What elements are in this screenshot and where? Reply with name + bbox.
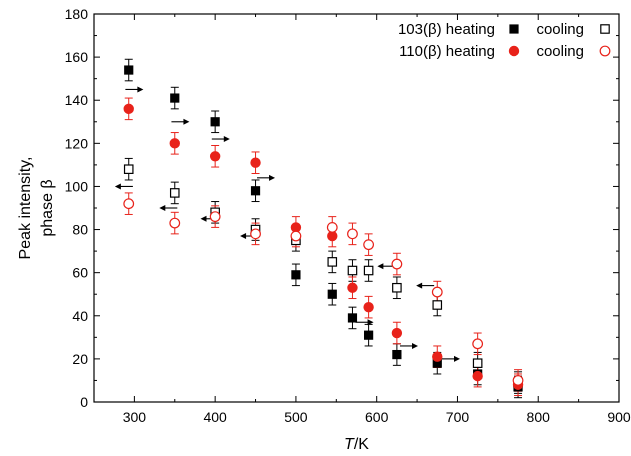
arrow-head [159, 205, 166, 211]
x-tick-label: 800 [527, 409, 551, 425]
x-tick-label: 900 [607, 409, 631, 425]
legend-marker-cooling-1 [599, 45, 611, 57]
legend-marker-heating-1 [508, 45, 520, 57]
annotation-arrow-right [257, 174, 276, 181]
data-point-series-2 [123, 103, 134, 115]
data-point-series-0 [327, 289, 337, 299]
data-point-series-1 [472, 358, 483, 368]
data-point-series-2 [169, 138, 180, 149]
arrow-head [223, 136, 230, 143]
annotation-arrow-left [114, 183, 133, 190]
data-point-series-1 [432, 300, 443, 310]
data-point-series-3 [250, 228, 261, 240]
annotation-arrows [114, 86, 460, 362]
data-point-series-2 [432, 351, 443, 362]
data-point-series-0 [291, 270, 301, 280]
data-point-series-3 [431, 286, 443, 298]
arrow-head [137, 86, 144, 93]
y-tick-label: 100 [65, 178, 89, 194]
data-point-series-2 [250, 157, 261, 168]
legend-marker-heating-0 [509, 24, 519, 34]
data-point-series-3 [347, 228, 358, 240]
x-tick-label: 300 [123, 409, 147, 425]
legend-label-103-heating: 103(β) heating [398, 21, 495, 38]
data-point-series-3 [290, 230, 302, 242]
x-axis-title: T/K [344, 436, 369, 453]
x-tick-label: 700 [446, 409, 470, 425]
data-point-series-3 [391, 258, 403, 270]
axis-ticks: 300 400 500 600 700 800 900 0 20 40 60 80 100 120 140 1… [65, 6, 631, 425]
error-bars [124, 58, 523, 399]
y-tick-label: 180 [65, 6, 89, 22]
legend-label-103-cooling: cooling [536, 21, 584, 38]
annotation-arrow-left [159, 205, 178, 211]
annotation-arrow-right [400, 342, 418, 349]
x-tick-label: 600 [365, 409, 389, 425]
data-point-series-2 [391, 327, 403, 339]
y-axis-title-line-2: phase β [39, 179, 56, 236]
data-point-series-3 [326, 221, 338, 233]
arrow-head [240, 233, 247, 240]
data-point-series-1 [392, 282, 402, 293]
arrow-head [269, 174, 276, 181]
data-point-series-1 [347, 265, 358, 276]
arrow-head [412, 342, 418, 349]
data-point-series-0 [347, 313, 358, 323]
data-point-series-1 [327, 257, 338, 267]
arrow-head [367, 319, 374, 326]
data-point-series-0 [170, 93, 180, 103]
legend-label-110-cooling: cooling [536, 43, 584, 60]
y-axis-title-line-1: Peak intensity, [17, 157, 34, 260]
data-point-series-1 [123, 164, 134, 174]
plot-frame [93, 13, 620, 403]
y-tick-label: 120 [65, 135, 89, 151]
annotation-arrow-right [171, 118, 190, 125]
data-point-series-1 [169, 188, 180, 198]
data-point-series-3 [169, 217, 181, 229]
data-point-series-0 [392, 349, 402, 360]
arrow-head [200, 215, 207, 222]
data-point-series-0 [210, 117, 220, 127]
data-point-series-3 [512, 375, 524, 386]
data-point-series-1 [363, 265, 374, 276]
data-point-series-3 [209, 211, 221, 223]
x-tick-label: 400 [203, 409, 227, 425]
data-point-series-0 [250, 186, 261, 196]
data-markers [123, 65, 524, 392]
arrow-head [416, 282, 423, 289]
data-point-series-2 [347, 282, 358, 293]
data-point-series-2 [472, 370, 483, 382]
data-point-series-2 [209, 151, 221, 162]
x-axis-title-symbol: T [344, 436, 355, 453]
annotation-arrow-right [355, 319, 374, 326]
y-tick-label: 60 [72, 265, 88, 281]
y-tick-label: 140 [65, 92, 89, 108]
annotation-arrow-right [211, 136, 230, 143]
data-point-series-3 [472, 338, 484, 350]
data-point-series-0 [124, 65, 134, 75]
annotation-arrow-right [442, 355, 460, 362]
legend: 103(β) heating cooling 110(β) heating co… [398, 21, 611, 60]
legend-label-110-heating: 110(β) heating [399, 43, 495, 60]
data-point-series-3 [363, 239, 375, 251]
x-axis-title-unit: /K [354, 436, 369, 453]
legend-markers [508, 24, 611, 57]
data-point-series-3 [123, 198, 135, 210]
y-tick-label: 160 [65, 49, 89, 65]
x-tick-label: 500 [284, 409, 308, 425]
arrow-head [114, 183, 121, 190]
arrow-head [377, 263, 384, 270]
y-tick-label: 40 [72, 308, 88, 324]
data-point-series-0 [364, 330, 374, 340]
y-tick-label: 80 [72, 222, 88, 238]
annotation-arrow-left [416, 282, 435, 289]
y-tick-label: 0 [80, 394, 88, 410]
arrow-head [183, 118, 190, 125]
data-point-series-2 [363, 301, 374, 313]
arrow-head [454, 355, 460, 362]
annotation-arrow-right [125, 86, 144, 93]
y-tick-label: 20 [72, 351, 88, 367]
legend-marker-cooling-0 [600, 24, 610, 34]
